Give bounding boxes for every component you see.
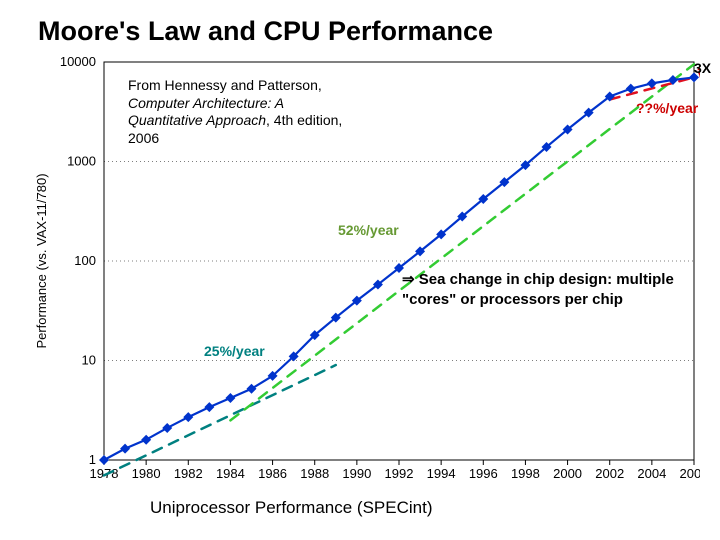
svg-text:100: 100 — [74, 253, 96, 268]
svg-text:1996: 1996 — [469, 466, 498, 481]
svg-text:1984: 1984 — [216, 466, 245, 481]
svg-text:2000: 2000 — [553, 466, 582, 481]
svg-text:1982: 1982 — [174, 466, 203, 481]
svg-text:1000: 1000 — [67, 154, 96, 169]
rate-label-52: 52%/year — [338, 222, 399, 238]
svg-text:1: 1 — [89, 452, 96, 467]
svg-text:2004: 2004 — [637, 466, 666, 481]
rate-label-25: 25%/year — [204, 343, 265, 359]
label-3x: 3X — [694, 60, 711, 76]
chart-subtitle: Uniprocessor Performance (SPECint) — [150, 498, 432, 518]
rate-label-qq: ??%/year — [636, 100, 698, 116]
svg-text:2006: 2006 — [680, 466, 700, 481]
svg-text:10000: 10000 — [60, 56, 96, 69]
svg-text:10: 10 — [82, 353, 96, 368]
svg-text:1992: 1992 — [385, 466, 414, 481]
svg-text:1978: 1978 — [90, 466, 119, 481]
svg-text:Performance (vs. VAX-11/780): Performance (vs. VAX-11/780) — [34, 173, 49, 348]
slide-title: Moore's Law and CPU Performance — [38, 16, 493, 47]
svg-text:2002: 2002 — [595, 466, 624, 481]
svg-text:1990: 1990 — [342, 466, 371, 481]
svg-text:1980: 1980 — [132, 466, 161, 481]
sea-change-text: ⇒ Sea change in chip design: multiple "c… — [402, 270, 674, 309]
svg-text:1998: 1998 — [511, 466, 540, 481]
svg-text:1986: 1986 — [258, 466, 287, 481]
svg-text:1994: 1994 — [427, 466, 456, 481]
source-note: From Hennessy and Patterson, Computer Ar… — [128, 77, 342, 147]
svg-text:1988: 1988 — [300, 466, 329, 481]
